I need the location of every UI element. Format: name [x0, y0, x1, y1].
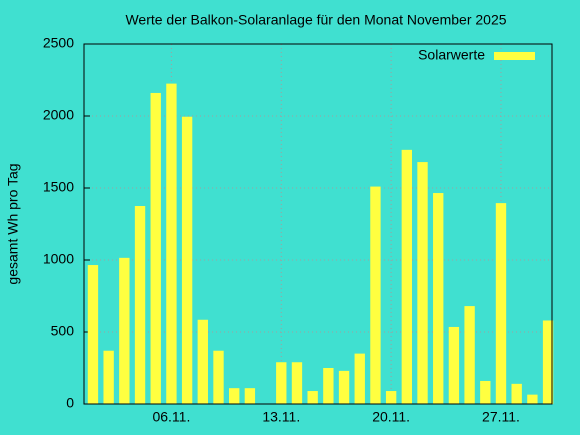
y-tick-label: 0 — [66, 395, 74, 411]
bar — [291, 362, 303, 404]
bar — [542, 320, 554, 404]
plot-border — [83, 43, 553, 405]
bar — [370, 186, 381, 404]
bar — [480, 380, 491, 404]
legend-swatch — [494, 52, 535, 60]
bar — [338, 370, 350, 404]
y-tick-label: 1500 — [43, 179, 74, 195]
bar — [401, 149, 413, 404]
bar — [197, 319, 208, 404]
bar — [119, 257, 130, 404]
bar — [385, 391, 397, 404]
bar — [244, 388, 256, 404]
y-tick-label: 2000 — [43, 107, 74, 123]
bar — [134, 206, 146, 404]
bar — [181, 116, 193, 404]
y-axis-label: gesamt Wh pro Tag — [5, 163, 21, 284]
chart-title: Werte der Balkon-Solaranlage für den Mon… — [125, 12, 506, 28]
bar — [166, 83, 177, 404]
x-tick-label: 20.11. — [372, 409, 410, 425]
x-tick-label: 06.11. — [152, 409, 190, 425]
bar — [87, 265, 99, 404]
bar — [354, 353, 365, 404]
bar — [276, 362, 287, 404]
bar — [307, 391, 318, 404]
bar — [150, 92, 161, 405]
bar — [511, 383, 522, 404]
bar — [323, 368, 334, 404]
x-tick-label: 27.11. — [482, 409, 520, 425]
x-tick-label: 13.11. — [262, 409, 300, 425]
bar — [464, 306, 475, 404]
bar — [448, 326, 460, 404]
legend-label: Solarwerte — [418, 47, 485, 63]
bar — [417, 162, 428, 404]
bar — [433, 193, 444, 404]
bar — [527, 394, 538, 404]
y-tick-label: 500 — [51, 323, 75, 339]
bar — [495, 203, 507, 404]
bar — [103, 350, 114, 404]
y-tick-label: 2500 — [43, 35, 74, 51]
bar — [229, 388, 240, 404]
y-tick-label: 1000 — [43, 251, 74, 267]
bar — [213, 350, 224, 404]
